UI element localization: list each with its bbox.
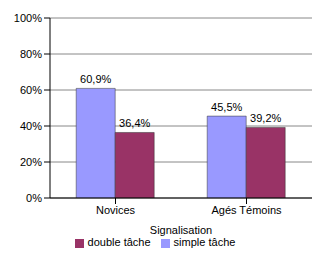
svg-text:80%: 80%: [20, 48, 42, 60]
svg-text:Novices: Novices: [96, 204, 136, 216]
svg-text:100%: 100%: [14, 12, 42, 24]
svg-text:39,2%: 39,2%: [250, 112, 281, 124]
svg-text:36,4%: 36,4%: [119, 117, 150, 129]
svg-text:60%: 60%: [20, 84, 42, 96]
svg-text:60,9%: 60,9%: [80, 73, 111, 85]
svg-text:Agés Témoins: Agés Témoins: [211, 204, 282, 216]
html-text:double tâche: double tâche: [87, 236, 151, 248]
svg-text:40%: 40%: [20, 120, 42, 132]
svg-text:Signalisation: Signalisation: [150, 224, 212, 236]
svg-text:20%: 20%: [20, 156, 42, 168]
svg-text:0%: 0%: [26, 192, 42, 204]
html-text:simple tâche: simple tâche: [173, 236, 236, 248]
svg-text:45,5%: 45,5%: [211, 101, 242, 113]
